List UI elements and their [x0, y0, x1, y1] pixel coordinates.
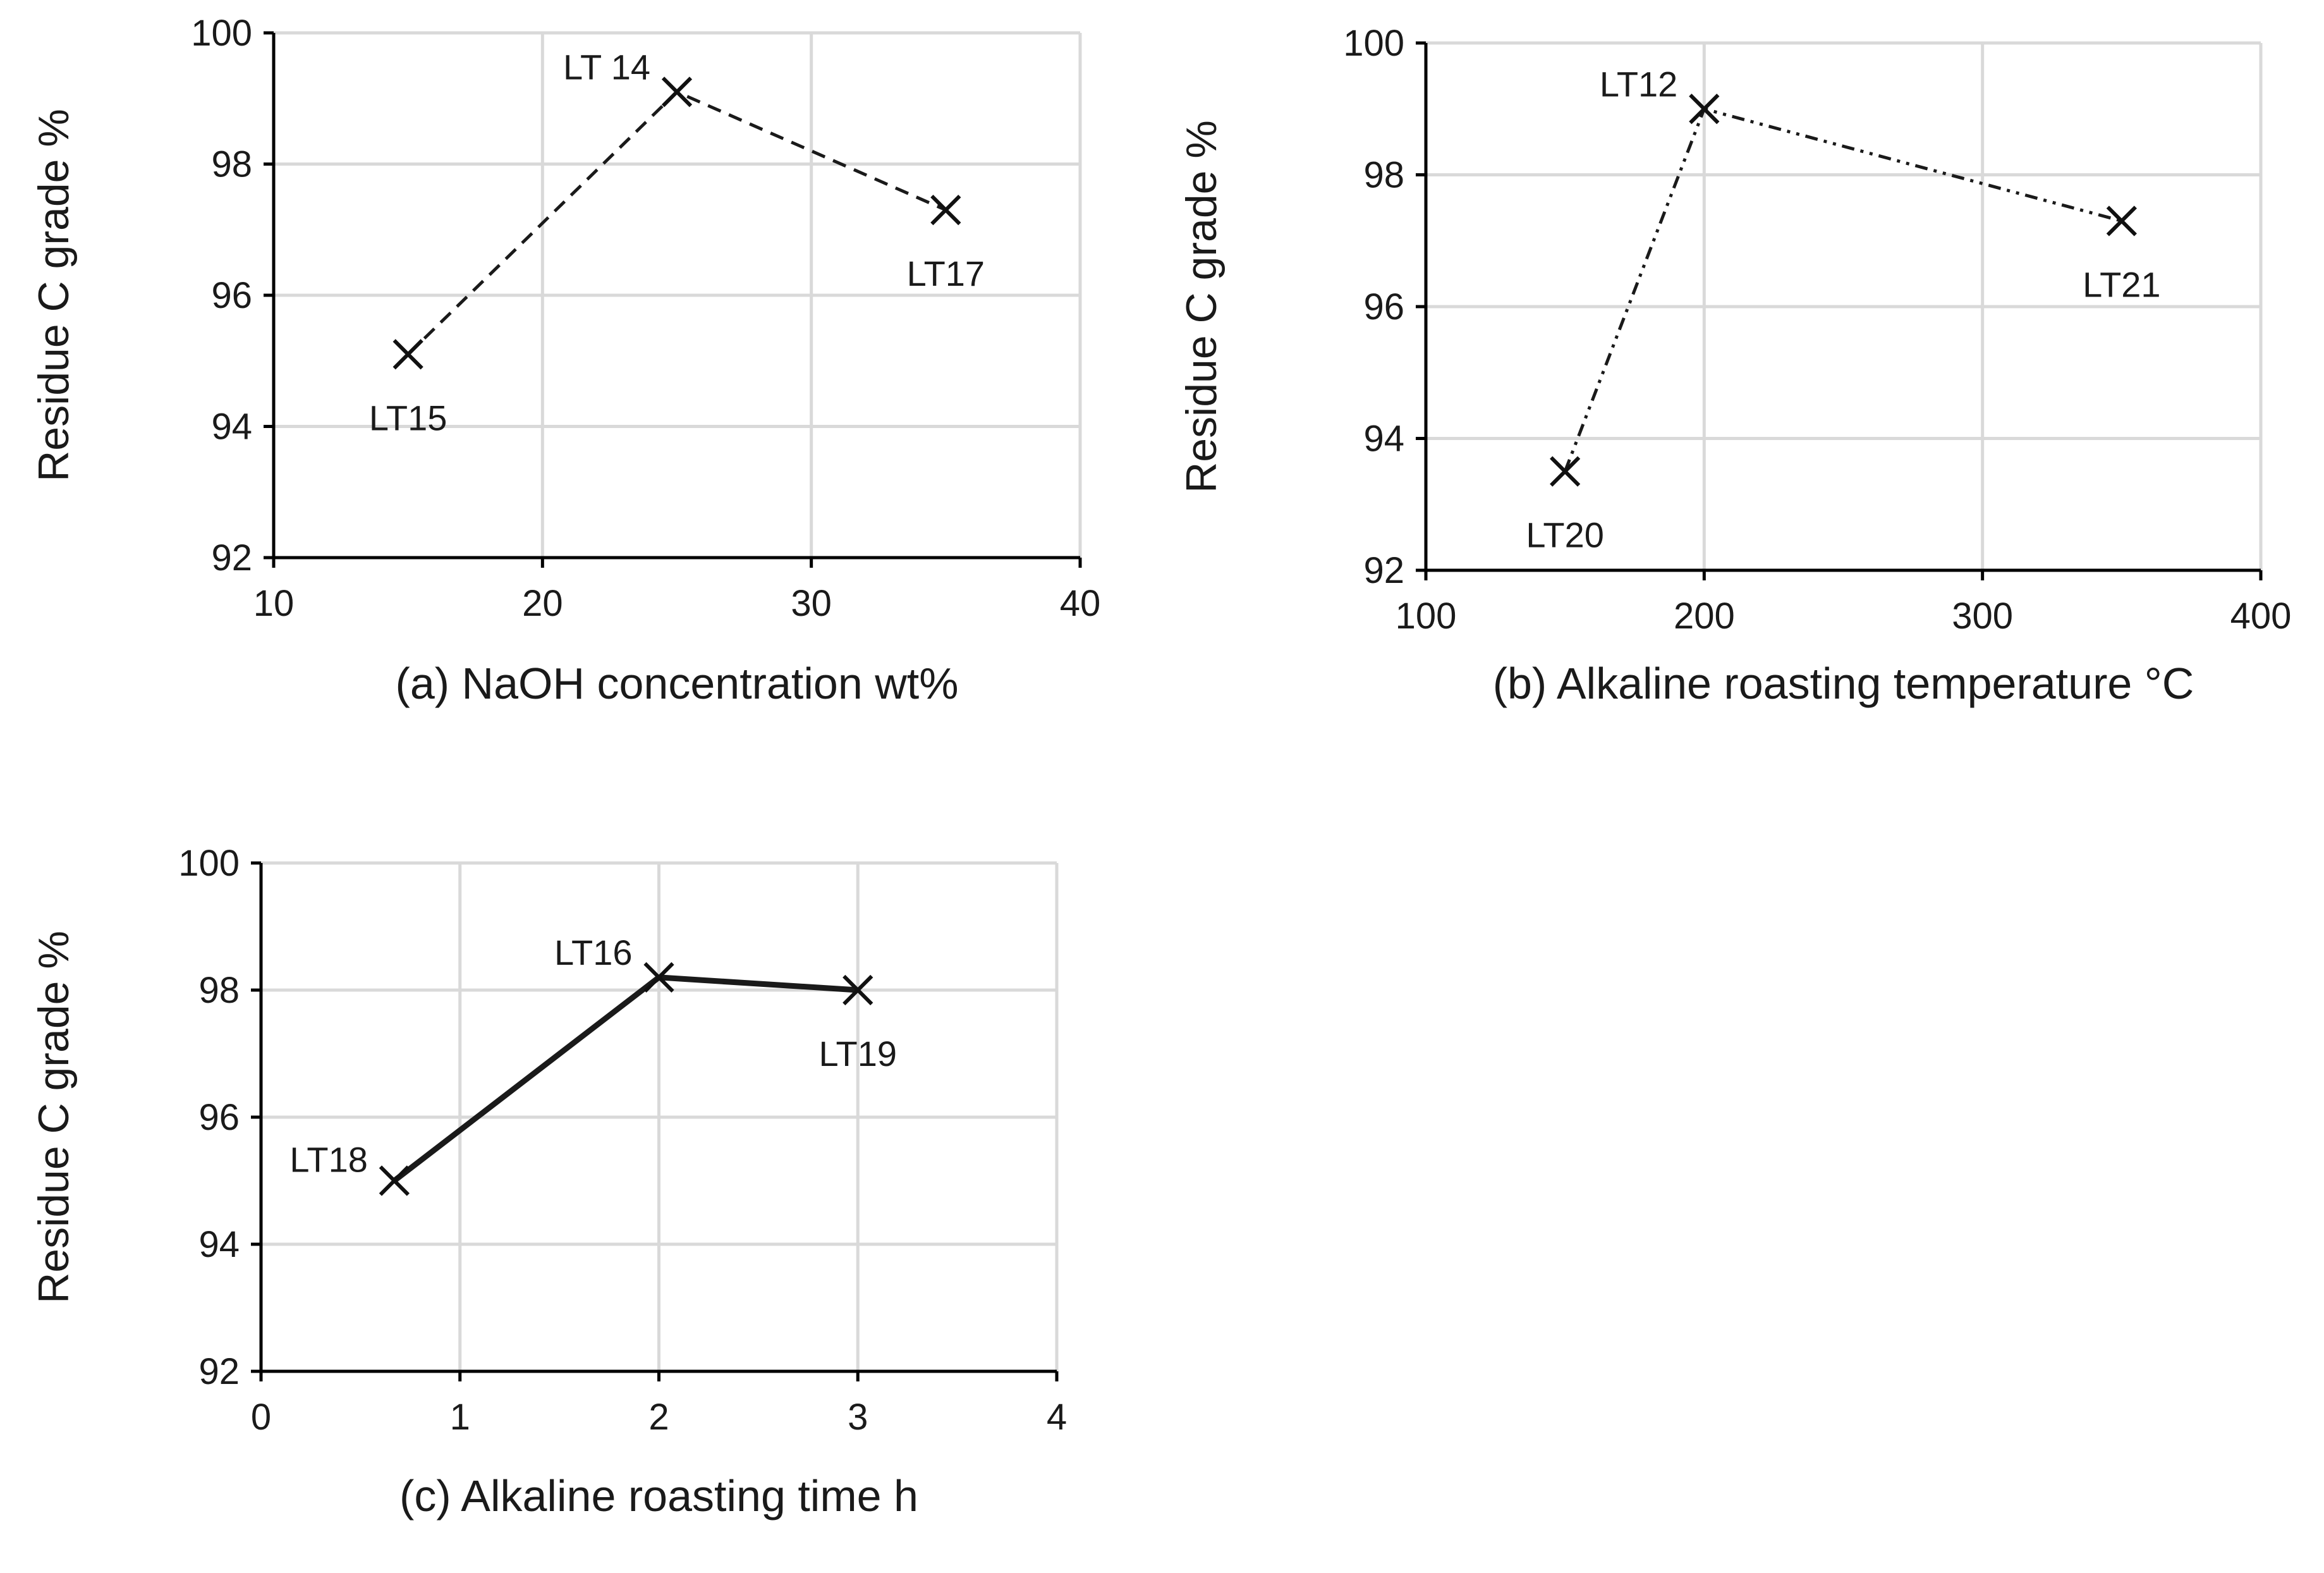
y-tick-label: 92 — [1363, 550, 1404, 591]
y-tick-label: 96 — [198, 1097, 240, 1138]
y-axis-title: Residue C grade % — [30, 109, 78, 482]
data-point-label: LT15 — [369, 398, 447, 438]
y-tick-label: 94 — [1363, 419, 1404, 460]
x-tick-label: 4 — [1047, 1397, 1067, 1438]
y-tick-label: 94 — [198, 1224, 240, 1265]
data-point-marker — [392, 339, 423, 370]
x-axis-title: (c) Alkaline roasting time h — [399, 1471, 918, 1521]
x-tick-label: 0 — [251, 1397, 271, 1438]
data-point-label: LT17 — [907, 254, 985, 293]
x-axis-title: (b) Alkaline roasting temperature °C — [1493, 659, 2194, 708]
y-tick-label: 92 — [211, 537, 252, 578]
y-tick-label: 100 — [1343, 23, 1404, 64]
x-tick-label: 1 — [450, 1397, 470, 1438]
data-point-marker — [379, 1165, 410, 1196]
data-point-label: LT12 — [1600, 64, 1677, 104]
data-point-label: LT16 — [554, 933, 632, 972]
y-tick-label: 92 — [198, 1351, 240, 1392]
x-tick-label: 3 — [848, 1397, 868, 1438]
data-point-marker — [1689, 94, 1720, 125]
y-axis-title: Residue C grade % — [1177, 120, 1226, 493]
x-tick-label: 2 — [648, 1397, 669, 1438]
data-point-marker — [2106, 205, 2137, 236]
data-point-marker — [930, 195, 961, 226]
chart-c: 92 94 96 98 100 0 1 2 3 4 (c) Alkaline roasting ti… — [30, 843, 1067, 1521]
y-tick-label: 98 — [211, 144, 252, 185]
x-tick-label: 200 — [1674, 596, 1735, 637]
y-tick-label: 100 — [191, 13, 252, 54]
x-tick-label: 40 — [1060, 583, 1101, 624]
y-axis-title: Residue C grade % — [30, 931, 78, 1304]
x-axis-title: (a) NaOH concentration wt% — [396, 659, 959, 708]
y-tick-label: 94 — [211, 407, 252, 448]
data-point-marker — [1550, 456, 1581, 487]
data-point-label: LT 14 — [563, 47, 650, 87]
data-point-marker — [643, 962, 674, 993]
y-tick-label: 96 — [211, 275, 252, 316]
data-point-label: LT21 — [2083, 264, 2160, 304]
chart-a: 92 94 96 98 100 10 20 30 40 (a) NaOH concentratio… — [30, 13, 1100, 708]
data-point-marker — [843, 974, 873, 1006]
x-tick-label: 20 — [522, 583, 563, 624]
data-point-label: LT20 — [1526, 515, 1603, 555]
x-tick-label: 300 — [1952, 596, 2013, 637]
y-tick-label: 98 — [198, 970, 240, 1011]
y-tick-label: 100 — [178, 843, 240, 884]
x-tick-label: 10 — [253, 583, 295, 624]
chart-b: 92 94 96 98 100 100 200 300 400 (b) Alkaline roas… — [1177, 23, 2291, 708]
x-tick-label: 100 — [1396, 596, 1457, 637]
x-tick-label: 400 — [2230, 596, 2292, 637]
data-point-label: LT19 — [819, 1034, 897, 1074]
y-tick-label: 98 — [1363, 155, 1404, 196]
x-tick-label: 30 — [791, 583, 832, 624]
data-point-marker — [661, 77, 693, 107]
y-tick-label: 96 — [1363, 286, 1404, 327]
data-point-label: LT18 — [289, 1140, 367, 1180]
